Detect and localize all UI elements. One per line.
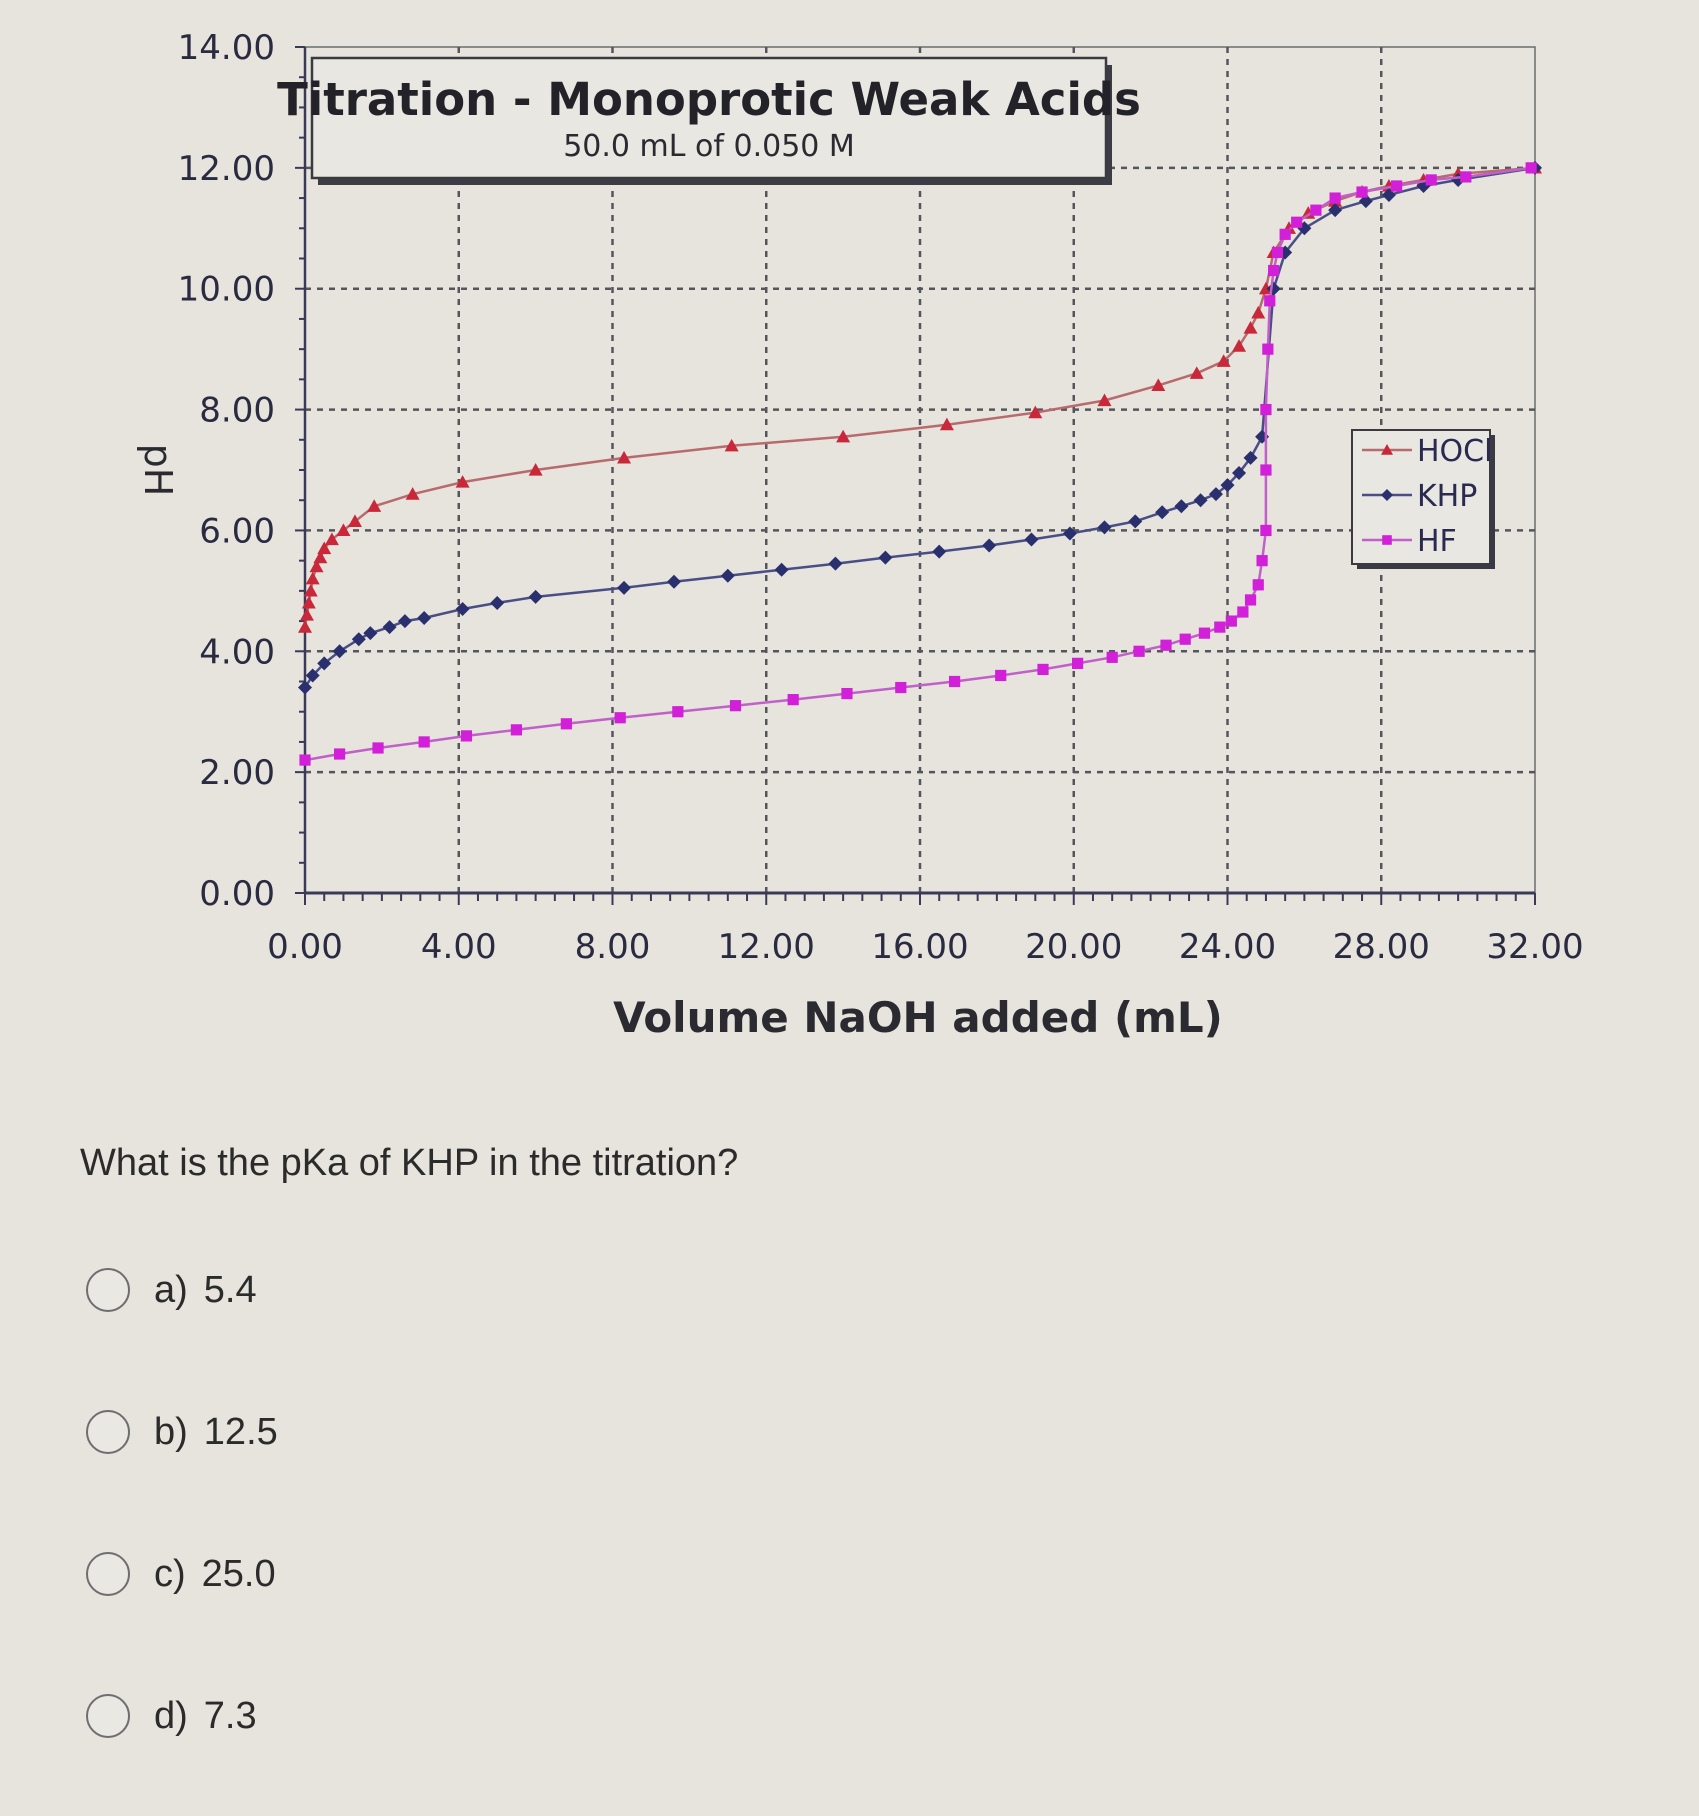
radio-button-d[interactable] — [86, 1694, 130, 1738]
svg-text:2.00: 2.00 — [199, 753, 275, 793]
svg-text:HOCl: HOCl — [1417, 434, 1492, 469]
chart-legend: HOCl KHP HF — [1351, 429, 1495, 569]
titration-chart: 0.00 2.00 4.00 6.00 8.00 10.00 12.00 14.00 0.00 4… — [136, 28, 1584, 1042]
legend-item-khp: KHP — [1362, 479, 1477, 514]
svg-text:8.00: 8.00 — [199, 391, 275, 431]
svg-text:0.00: 0.00 — [199, 874, 275, 914]
svg-text:20.00: 20.00 — [1025, 927, 1122, 967]
chart-title-box: Titration - Monoprotic Weak Acids 50.0 m… — [277, 56, 1141, 185]
chart-series — [298, 160, 1542, 766]
series-hf — [299, 162, 1537, 766]
chart-title: Titration - Monoprotic Weak Acids — [277, 73, 1141, 126]
question-text: What is the pKa of KHP in the titration? — [80, 1142, 739, 1184]
series-hocl — [298, 160, 1542, 633]
svg-text:4.00: 4.00 — [199, 632, 275, 672]
svg-text:12.00: 12.00 — [718, 927, 815, 967]
x-axis-label: Volume NaOH added (mL) — [613, 993, 1223, 1042]
chart-subtitle: 50.0 mL of 0.050 M — [563, 129, 855, 164]
svg-text:KHP: KHP — [1417, 479, 1477, 514]
option-d-letter: d) — [154, 1694, 188, 1737]
legend-item-hocl: HOCl — [1362, 434, 1492, 469]
option-c-letter: c) — [154, 1552, 186, 1595]
radio-button-a[interactable] — [86, 1268, 130, 1312]
svg-text:HF: HF — [1417, 524, 1457, 559]
option-c[interactable]: c) 25.0 — [86, 1552, 276, 1596]
option-b[interactable]: b) 12.5 — [86, 1410, 278, 1454]
option-b-value: 12.5 — [203, 1410, 278, 1453]
svg-text:14.00: 14.00 — [178, 28, 275, 68]
svg-text:8.00: 8.00 — [575, 927, 651, 967]
option-d-value: 7.3 — [203, 1694, 257, 1737]
option-c-value: 25.0 — [201, 1552, 276, 1595]
svg-text:6.00: 6.00 — [199, 511, 275, 551]
radio-button-c[interactable] — [86, 1552, 130, 1596]
svg-text:10.00: 10.00 — [178, 270, 275, 310]
option-d[interactable]: d) 7.3 — [86, 1694, 257, 1738]
svg-text:28.00: 28.00 — [1333, 927, 1430, 967]
radio-button-b[interactable] — [86, 1410, 130, 1454]
chart-axes: 0.00 2.00 4.00 6.00 8.00 10.00 12.00 14.00 0.00 4… — [178, 28, 1584, 967]
svg-text:12.00: 12.00 — [178, 149, 275, 189]
y-axis-label: pH — [136, 444, 180, 497]
legend-item-hf: HF — [1362, 524, 1457, 559]
svg-text:4.00: 4.00 — [421, 927, 497, 967]
option-a-value: 5.4 — [203, 1268, 257, 1311]
option-b-letter: b) — [154, 1410, 188, 1453]
option-a[interactable]: a) 5.4 — [86, 1268, 257, 1312]
svg-text:16.00: 16.00 — [871, 927, 968, 967]
svg-text:32.00: 32.00 — [1486, 927, 1583, 967]
svg-text:24.00: 24.00 — [1179, 927, 1276, 967]
svg-text:0.00: 0.00 — [267, 927, 343, 967]
option-a-letter: a) — [154, 1268, 188, 1311]
